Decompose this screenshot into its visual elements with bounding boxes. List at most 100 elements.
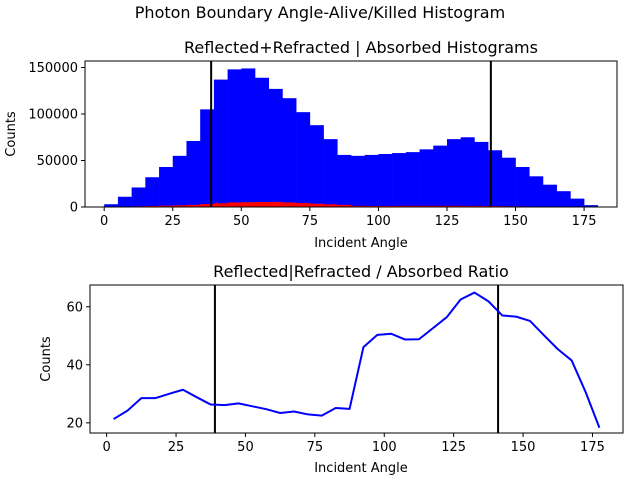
ratio-x-tick-label: 25	[168, 440, 185, 455]
ratio-series-line	[113, 291, 601, 429]
histogram-bar-alive	[570, 198, 585, 207]
histogram-bar-alive	[309, 125, 324, 207]
histogram-bar-alive	[227, 69, 242, 208]
ratio-x-tick-label: 100	[372, 440, 397, 455]
ratio-y-tick-label: 60	[66, 300, 83, 315]
histogram-x-axis-label: Incident Angle	[314, 236, 408, 251]
histogram-y-axis-label: Counts	[4, 111, 19, 157]
histogram-bar-alive	[282, 98, 297, 207]
histogram-panel: Reflected+Refracted | Absorbed Histogram…	[4, 38, 618, 251]
histogram-bar-absorbed	[296, 203, 311, 207]
histogram-x-tick-label: 25	[164, 214, 181, 229]
ratio-threshold-lines	[213, 285, 500, 433]
histogram-bar-absorbed	[323, 204, 338, 207]
histogram-bar-alive	[515, 167, 530, 207]
histogram-bar-alive	[117, 196, 132, 207]
histogram-bar-absorbed	[351, 205, 366, 207]
histogram-bar-alive	[104, 204, 119, 207]
ratio-x-tick-label: 0	[103, 440, 111, 455]
histogram-y-tick-label: 50000	[37, 154, 78, 169]
ratio-axes-frame	[89, 284, 624, 434]
histogram-x-tick-label: 125	[435, 214, 460, 229]
histogram-y-ticks: 0 50000 100000 150000	[28, 61, 85, 216]
histogram-x-tick-label: 100	[366, 214, 391, 229]
histogram-bar-alive	[378, 153, 393, 207]
histogram-bar-alive	[351, 155, 366, 207]
histogram-bar-alive	[145, 177, 160, 207]
ratio-panel: Reflected|Refracted / Absorbed Ratio 0 25…	[39, 262, 624, 476]
ratio-x-tick-label: 150	[511, 440, 536, 455]
histogram-bar-absorbed	[364, 205, 379, 207]
histogram-bar-absorbed	[145, 205, 160, 207]
histogram-bar-alive	[255, 77, 270, 208]
histogram-bar-absorbed	[405, 205, 420, 207]
histogram-title: Reflected+Refracted | Absorbed Histogram…	[184, 38, 538, 57]
histogram-bar-absorbed	[460, 205, 475, 207]
histogram-bars	[104, 68, 599, 208]
histogram-bar-absorbed	[446, 205, 461, 207]
histogram-bar-alive	[419, 149, 434, 207]
histogram-x-tick-label: 150	[503, 214, 528, 229]
histogram-bar-absorbed	[392, 205, 407, 207]
figure-suptitle: Photon Boundary Angle-Alive/Killed Histo…	[135, 3, 505, 22]
ratio-x-tick-label: 50	[237, 440, 254, 455]
histogram-bar-alive	[433, 145, 448, 207]
histogram-x-tick-label: 175	[572, 214, 597, 229]
histogram-bar-alive	[241, 68, 256, 207]
histogram-bar-alive	[296, 112, 311, 207]
histogram-bar-alive	[186, 140, 201, 207]
ratio-x-tick-label: 125	[441, 440, 466, 455]
histogram-bar-absorbed	[337, 204, 352, 207]
histogram-bar-alive	[584, 205, 599, 207]
histogram-bar-alive	[405, 152, 420, 207]
histogram-bar-alive	[337, 154, 352, 207]
histogram-bar-absorbed	[241, 202, 256, 207]
ratio-x-tick-label: 75	[307, 440, 324, 455]
ratio-y-tick-label: 40	[66, 358, 83, 373]
histogram-axes-frame	[84, 60, 618, 208]
histogram-x-tick-label: 0	[100, 214, 108, 229]
histogram-bar-absorbed	[200, 204, 215, 207]
histogram-bar-absorbed	[433, 205, 448, 207]
histogram-bar-alive	[542, 184, 557, 207]
histogram-y-tick-label: 0	[70, 201, 78, 216]
ratio-x-ticks: 0 25 50 75 100 125 150 175	[103, 433, 605, 455]
histogram-bar-absorbed	[282, 202, 297, 207]
histogram-bar-absorbed	[419, 205, 434, 207]
histogram-bar-absorbed	[213, 203, 228, 207]
histogram-bar-alive	[474, 141, 489, 207]
histogram-threshold-lines	[210, 61, 492, 207]
histogram-x-tick-label: 50	[233, 214, 250, 229]
histogram-bar-alive	[159, 167, 174, 207]
histogram-bar-alive	[268, 88, 283, 207]
ratio-title: Reflected|Refracted / Absorbed Ratio	[213, 262, 509, 281]
ratio-x-axis-label: Incident Angle	[314, 461, 408, 476]
histogram-bar-alive	[213, 79, 228, 207]
histogram-bar-absorbed	[227, 202, 242, 207]
histogram-y-tick-label: 100000	[28, 108, 78, 123]
histogram-bar-alive	[323, 139, 338, 207]
histogram-bar-absorbed	[268, 201, 283, 207]
ratio-y-tick-label: 20	[66, 416, 83, 431]
histogram-bar-alive	[460, 137, 475, 207]
histogram-bar-alive	[501, 157, 516, 207]
ratio-x-tick-label: 175	[580, 440, 605, 455]
histogram-bar-alive	[364, 154, 379, 207]
histogram-bar-alive	[131, 187, 146, 207]
histogram-bar-alive	[529, 176, 544, 207]
histogram-bar-absorbed	[309, 203, 324, 207]
histogram-x-ticks: 0 25 50 75 100 125 150 175	[100, 207, 597, 229]
ratio-y-ticks: 20 40 60	[66, 300, 90, 431]
histogram-bar-absorbed	[474, 205, 489, 207]
histogram-x-tick-label: 75	[302, 214, 319, 229]
histogram-bar-alive	[392, 153, 407, 207]
histogram-bar-alive	[172, 155, 187, 207]
histogram-bar-alive	[556, 191, 571, 207]
histogram-bar-alive	[446, 139, 461, 207]
histogram-bar-absorbed	[172, 205, 187, 207]
histogram-bar-absorbed	[255, 201, 270, 207]
histogram-y-tick-label: 150000	[28, 61, 78, 76]
histogram-bar-absorbed	[159, 205, 174, 207]
ratio-y-axis-label: Counts	[39, 336, 54, 382]
